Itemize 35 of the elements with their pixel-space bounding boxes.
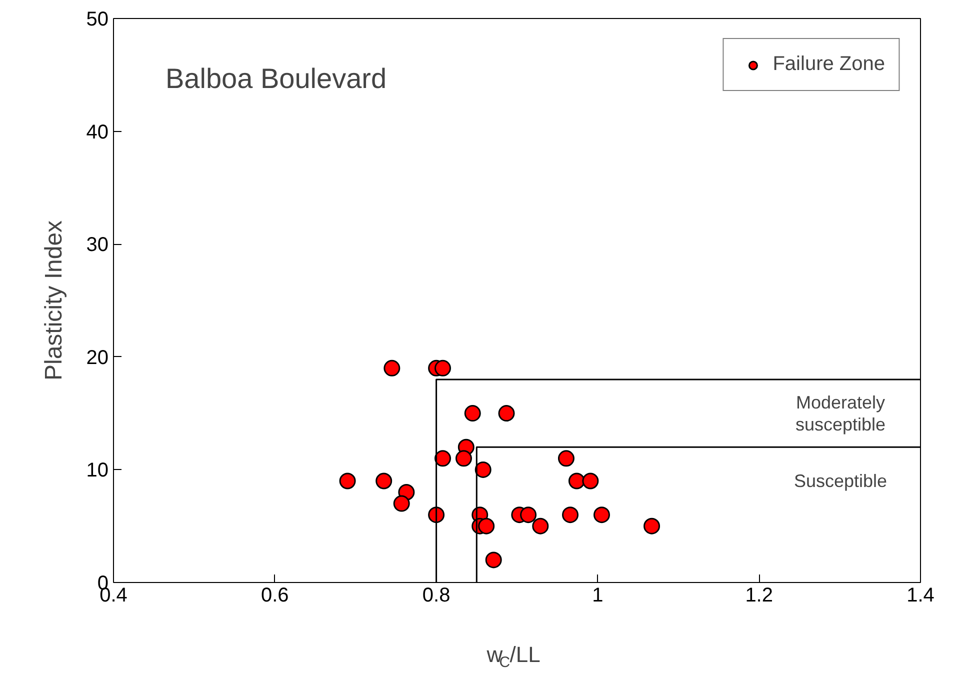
point <box>568 472 585 490</box>
point <box>562 506 579 524</box>
point <box>532 518 549 534</box>
point <box>474 461 492 478</box>
point <box>464 405 481 422</box>
annotation: Moderately susceptible <box>795 392 886 434</box>
point <box>558 450 574 467</box>
point <box>434 360 452 376</box>
point <box>384 360 400 376</box>
legend-label: Failure Zone <box>772 53 885 76</box>
point <box>520 506 537 524</box>
x-tick-label: 0.8 <box>422 584 450 606</box>
y-tick-label: 50 <box>86 8 109 30</box>
x-tick-label: 1.4 <box>906 584 934 606</box>
text: Balboa Boulevard <box>166 63 387 94</box>
point <box>498 405 515 422</box>
y-axis-title: Plasticity Index <box>40 220 68 381</box>
annotation: Susceptible <box>794 471 888 492</box>
point <box>485 552 502 568</box>
x-tick-label: 1.2 <box>745 584 774 606</box>
y-tick-label: 40 <box>86 121 109 144</box>
y-tick-label: 30 <box>86 234 109 256</box>
point <box>376 472 392 490</box>
x-tick-label: 1 <box>592 584 604 606</box>
y-tick-label: 10 <box>86 460 109 482</box>
point <box>582 472 599 490</box>
point <box>434 450 452 467</box>
x-tick-label: 0.6 <box>261 584 289 606</box>
point <box>593 506 610 524</box>
point <box>339 472 356 490</box>
y-tick-label: 20 <box>86 346 109 369</box>
point <box>478 518 495 534</box>
point <box>455 450 472 467</box>
point <box>393 495 410 512</box>
point <box>644 518 660 534</box>
